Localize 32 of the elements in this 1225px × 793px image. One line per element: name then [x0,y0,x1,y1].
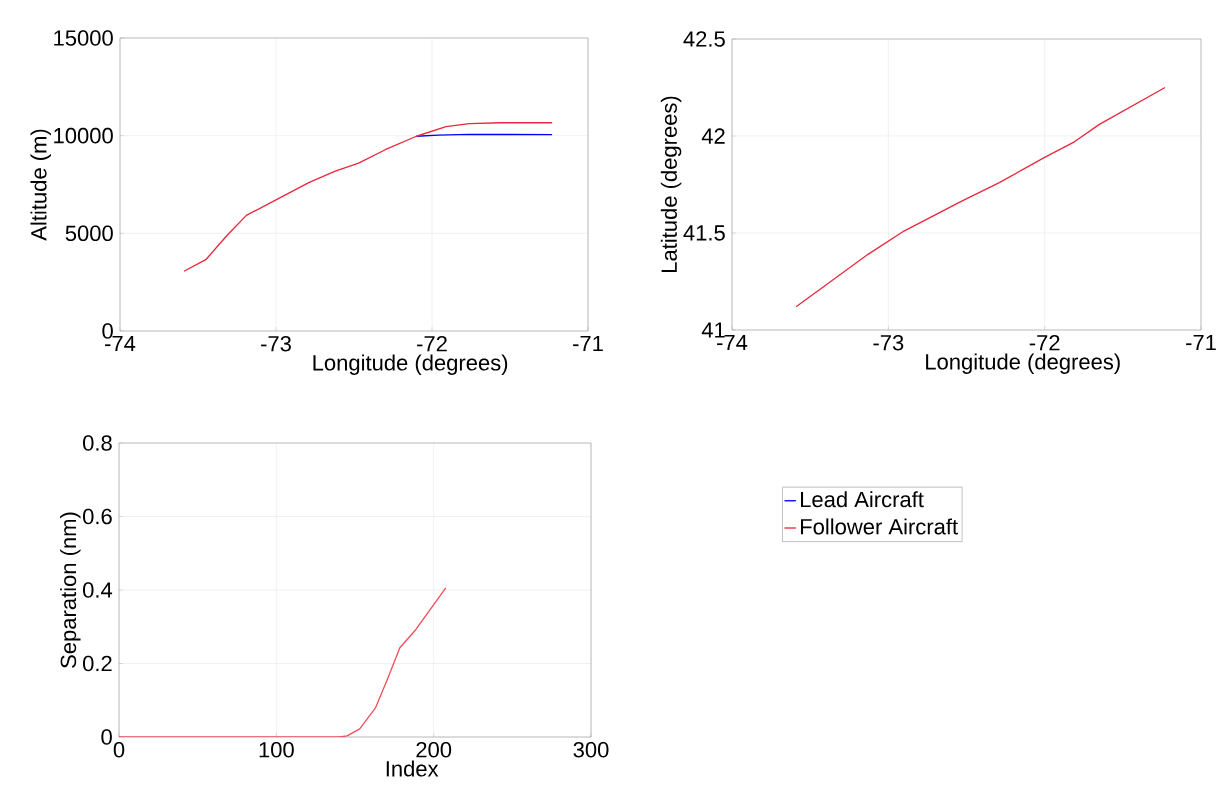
legend-label: Follower Aircraft [801,518,958,535]
legend-label: Lead Aircraft [801,491,924,508]
y-tick-label: 10000 [54,127,113,144]
y-tick-label: 41.5 [683,225,725,241]
x-tick-label: -71 [573,335,603,352]
x-tick-label: 200 [416,741,452,758]
line-series [795,86,1166,308]
y-tick-label: 0.4 [83,582,113,598]
x-tick-label: -73 [261,335,291,352]
x-tick-label: 100 [259,741,294,758]
y-tick-label: 15000 [54,30,113,46]
x-axis-title: Longitude (degrees) [313,354,508,375]
line-series [119,587,447,737]
line-series [183,122,553,272]
y-tick-label: 0.2 [83,655,112,672]
x-tick-label: 300 [573,741,609,758]
x-tick-label: 0 [113,741,125,758]
x-tick-label: -71 [1186,334,1216,351]
x-tick-label: -72 [1029,334,1060,351]
x-tick-label: -73 [873,334,904,351]
y-tick-label: 0 [101,729,112,745]
y-tick-label: 0.8 [83,435,112,451]
x-axis-title: Index [386,760,439,777]
y-tick-label: 42 [701,128,725,144]
x-axis-title: Longitude (degrees) [926,353,1120,374]
y-axis-title: Latitude (degrees) [660,96,682,272]
y-axis-title: Separation (nm) [60,512,81,668]
y-tick-label: 5000 [65,225,113,242]
y-tick-label: 0.6 [83,508,112,525]
x-tick-label: -72 [417,335,447,352]
y-tick-label: 42.5 [683,31,725,47]
y-axis-title: Altitude (m) [30,129,51,241]
